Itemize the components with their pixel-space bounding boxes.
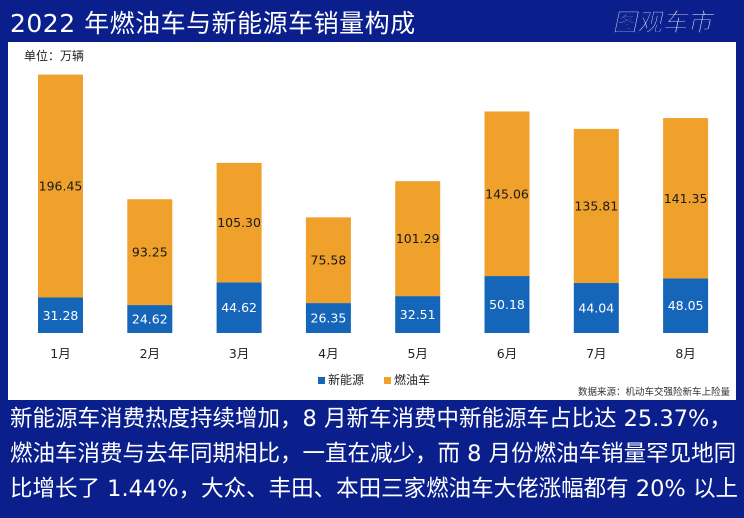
x-tick-label: 4月: [318, 346, 338, 361]
legend-swatch-new-energy: [318, 377, 325, 384]
x-tick-label: 5月: [407, 346, 427, 361]
x-tick-label: 7月: [586, 346, 606, 361]
chart-panel: 单位：万辆 31.28 196.45 24.62 93.25 44.62 105.30 26…: [8, 42, 736, 400]
bar-new-energy-4: [305, 303, 351, 333]
x-tick-label: 8月: [675, 346, 695, 361]
data-label-fuel-4: 75.58: [311, 253, 347, 268]
bar-new-energy-3: [216, 282, 262, 333]
data-label-fuel-5: 101.29: [396, 231, 440, 246]
logo-text: 图观车市: [611, 8, 717, 37]
logo: 图观车市: [611, 8, 718, 37]
unit-label: 单位：万辆: [24, 48, 84, 63]
chart: 单位：万辆 31.28 196.45 24.62 93.25 44.62 105.30 26…: [24, 48, 731, 398]
data-label-new-energy-7: 44.04: [578, 301, 614, 316]
bar-fuel-1: [38, 74, 83, 298]
bar-fuel-8: [663, 118, 709, 279]
data-label-new-energy-1: 31.28: [43, 308, 79, 323]
data-label-new-energy-8: 48.05: [668, 298, 704, 313]
legend-label-fuel: 燃油车: [394, 372, 430, 387]
data-label-fuel-1: 196.45: [39, 179, 83, 194]
bar-fuel-7: [573, 128, 619, 284]
bar-fuel-4: [305, 217, 351, 304]
data-label-new-energy-6: 50.18: [489, 297, 525, 312]
bar-fuel-3: [216, 162, 262, 283]
data-label-new-energy-2: 24.62: [132, 312, 168, 327]
caption-text: 新能源车消费热度持续增加，8 月新车消费中新能源车占比达 25.37%，燃油车消…: [10, 406, 738, 502]
bar-new-energy-1: [38, 297, 83, 333]
bar-fuel-6: [484, 111, 530, 277]
data-label-fuel-6: 145.06: [485, 186, 529, 201]
data-label-new-energy-4: 26.35: [311, 311, 347, 326]
legend-label-new-energy: 新能源: [328, 372, 364, 387]
data-label-fuel-2: 93.25: [132, 245, 168, 260]
bar-new-energy-5: [395, 296, 441, 333]
bar-fuel-5: [395, 181, 441, 297]
bar-new-energy-6: [484, 276, 530, 333]
x-tick-label: 2月: [140, 346, 160, 361]
data-label-fuel-7: 135.81: [574, 198, 618, 213]
x-tick-label: 1月: [50, 346, 70, 361]
data-label-new-energy-3: 44.62: [221, 300, 257, 315]
data-label-fuel-3: 105.30: [217, 215, 261, 230]
legend: 新能源 燃油车: [318, 372, 430, 387]
data-label-fuel-8: 141.35: [664, 191, 708, 206]
legend-swatch-fuel: [384, 377, 391, 384]
x-tick-label: 3月: [229, 346, 249, 361]
x-tick-label: 6月: [497, 346, 517, 361]
data-label-new-energy-5: 32.51: [400, 307, 436, 322]
bar-new-energy-7: [573, 283, 619, 333]
bar-new-energy-2: [127, 305, 173, 333]
page-title: 2022 年燃油车与新能源车销量构成: [10, 9, 416, 38]
bar-new-energy-8: [663, 278, 709, 333]
bar-fuel-2: [127, 199, 173, 306]
source-note: 数据来源：机动车交强险新车上险量: [578, 386, 731, 398]
